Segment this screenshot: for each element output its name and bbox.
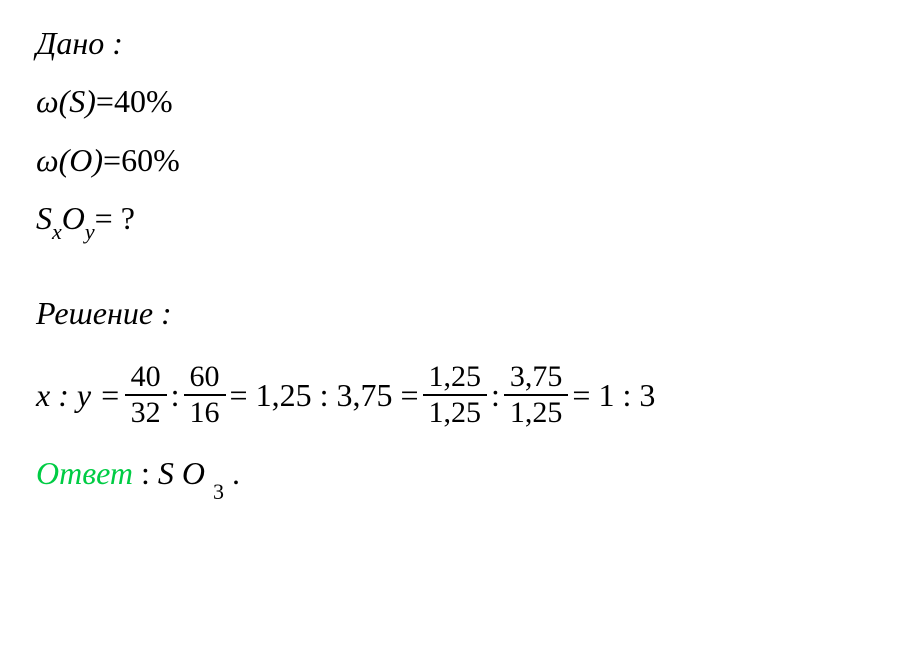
equation-line: x : y = 40 32 : 60 16 = 1,25 : 3,75 = 1,… — [36, 360, 864, 431]
wS-val: 40% — [114, 82, 173, 120]
frac-1: 40 32 — [125, 360, 167, 431]
answer-O: O — [182, 455, 205, 491]
answer-S: S — [158, 455, 174, 491]
eq-lhs: x : y = — [36, 376, 121, 414]
unk-S: S — [36, 199, 52, 237]
frac-4-den: 1,25 — [504, 396, 569, 431]
answer-period: . — [232, 455, 240, 491]
eq-mid-2: = 1 : 3 — [572, 376, 655, 414]
wS-label: ω(S) — [36, 82, 96, 120]
frac-4: 3,75 1,25 — [504, 360, 569, 431]
given-wS: ω(S) = 40% — [36, 82, 864, 120]
wS-eq: = — [96, 82, 114, 120]
frac-1-num: 40 — [125, 360, 167, 397]
answer-sep: : — [141, 455, 158, 491]
answer-label: Ответ — [36, 455, 133, 491]
unk-x: x — [52, 219, 62, 245]
answer-line: Ответ : S O 3 . — [36, 455, 864, 497]
frac-3: 1,25 1,25 — [423, 360, 488, 431]
unk-y: y — [85, 219, 95, 245]
eq-colon-1: : — [171, 376, 180, 414]
frac-2: 60 16 — [184, 360, 226, 431]
given-unknown: S x O y = ? — [36, 199, 864, 237]
given-header-text: Дано : — [36, 24, 123, 62]
unk-tail: = ? — [95, 199, 135, 237]
frac-2-num: 60 — [184, 360, 226, 397]
frac-2-den: 16 — [184, 396, 226, 431]
wO-label: ω(O) — [36, 141, 103, 179]
solution-header-text: Решение : — [36, 294, 172, 332]
wO-val: 60% — [121, 141, 180, 179]
answer-sub: 3 — [213, 479, 224, 504]
eq-mid-1: = 1,25 : 3,75 = — [230, 376, 419, 414]
given-wO: ω(O) = 60% — [36, 141, 864, 179]
given-header: Дано : — [36, 24, 864, 62]
solution-header: Решение : — [36, 294, 864, 332]
eq-colon-2: : — [491, 376, 500, 414]
frac-3-den: 1,25 — [423, 396, 488, 431]
unk-O: O — [62, 199, 85, 237]
frac-3-num: 1,25 — [423, 360, 488, 397]
frac-1-den: 32 — [125, 396, 167, 431]
wO-eq: = — [103, 141, 121, 179]
frac-4-num: 3,75 — [504, 360, 569, 397]
